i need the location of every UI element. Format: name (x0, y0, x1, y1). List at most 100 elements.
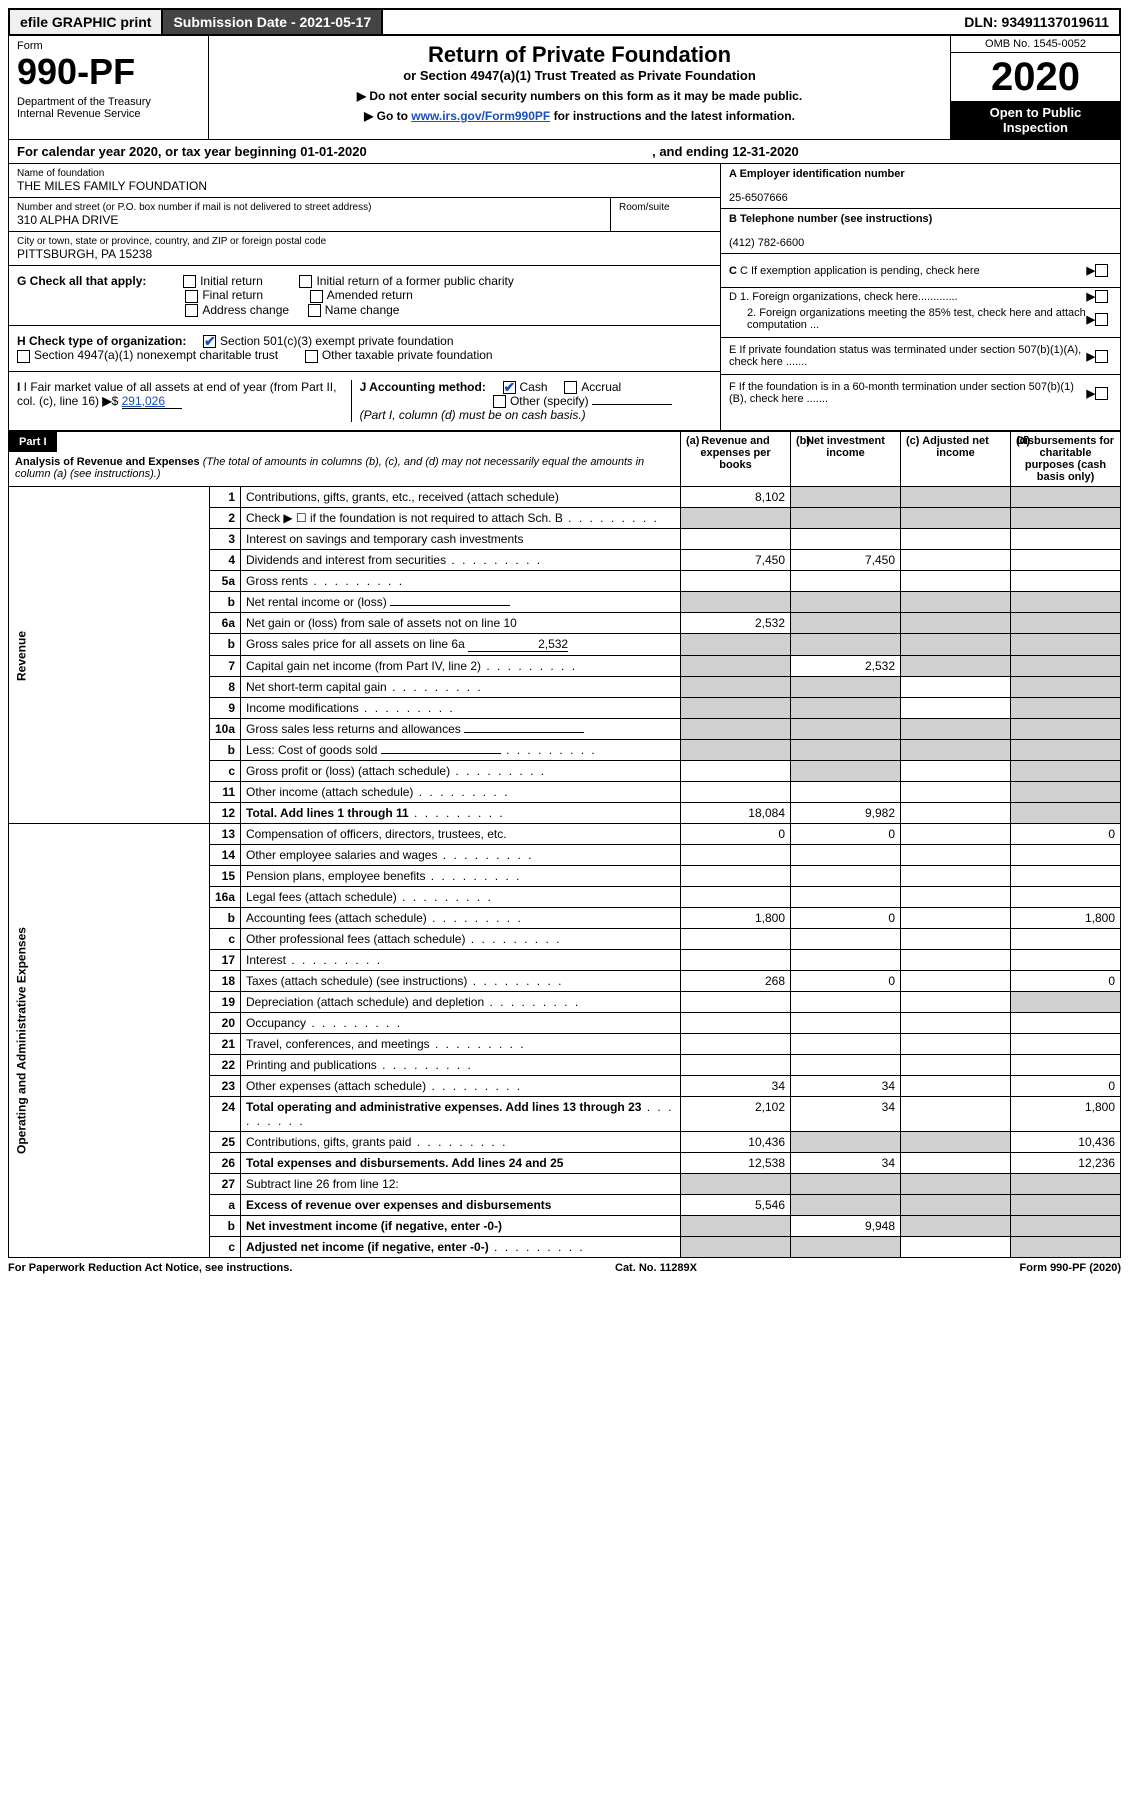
chk-foreign-org[interactable] (1095, 290, 1108, 303)
chk-foreign-85[interactable] (1095, 313, 1108, 326)
section-ij: I I Fair market value of all assets at e… (9, 372, 720, 431)
chk-final-return[interactable] (185, 290, 198, 303)
line-description: Other employee salaries and wages (241, 845, 681, 866)
amount-cell: 0 (1011, 971, 1121, 992)
amount-cell (901, 929, 1011, 950)
amount-cell (681, 677, 791, 698)
line-number: 14 (209, 845, 240, 866)
line-number: 2 (209, 508, 240, 529)
line-number: 20 (209, 1013, 240, 1034)
amount-cell (901, 782, 1011, 803)
section-f: F If the foundation is in a 60-month ter… (721, 375, 1120, 411)
line-description: Subtract line 26 from line 12: (241, 1174, 681, 1195)
amount-cell (901, 529, 1011, 550)
amount-cell (901, 887, 1011, 908)
amount-cell: 1,800 (681, 908, 791, 929)
amount-cell (791, 866, 901, 887)
chk-address-change[interactable] (185, 304, 198, 317)
chk-initial-return[interactable] (183, 275, 196, 288)
amount-cell (681, 508, 791, 529)
line-description: Income modifications (241, 698, 681, 719)
amount-cell (901, 1097, 1011, 1132)
chk-other-method[interactable] (493, 395, 506, 408)
line-description: Taxes (attach schedule) (see instruction… (241, 971, 681, 992)
line-number: 13 (209, 824, 240, 845)
ein-value: 25-6507666 (729, 192, 788, 204)
amount-cell (791, 1013, 901, 1034)
fmv-value[interactable]: 291,026 (122, 394, 182, 409)
amount-cell (901, 1216, 1011, 1237)
tax-year: 2020 (951, 53, 1120, 101)
amount-cell (901, 761, 1011, 782)
chk-other-taxable[interactable] (305, 350, 318, 363)
line-number: 10a (209, 719, 240, 740)
amount-cell (1011, 992, 1121, 1013)
amount-cell (1011, 1237, 1121, 1258)
amount-cell (1011, 845, 1121, 866)
irs-label: Internal Revenue Service (17, 108, 200, 120)
line-description: Gross profit or (loss) (attach schedule) (241, 761, 681, 782)
amount-cell (681, 592, 791, 613)
info-right: A Employer identification number 25-6507… (720, 164, 1120, 430)
chk-initial-former[interactable] (299, 275, 312, 288)
header-center: Return of Private Foundation or Section … (209, 36, 950, 139)
amount-cell (901, 592, 1011, 613)
room-suite-cell: Room/suite (610, 198, 720, 232)
chk-accrual[interactable] (564, 381, 577, 394)
city-state-zip: PITTSBURGH, PA 15238 (17, 247, 152, 261)
amount-cell (1011, 803, 1121, 824)
line-description: Pension plans, employee benefits (241, 866, 681, 887)
chk-4947[interactable] (17, 350, 30, 363)
amount-cell (791, 677, 901, 698)
line-description: Net rental income or (loss) (241, 592, 681, 613)
chk-amended-return[interactable] (310, 290, 323, 303)
amount-cell (901, 1034, 1011, 1055)
line-description: Total operating and administrative expen… (241, 1097, 681, 1132)
amount-cell (791, 845, 901, 866)
amount-cell: 34 (681, 1076, 791, 1097)
amount-cell: 5,546 (681, 1195, 791, 1216)
amount-cell: 268 (681, 971, 791, 992)
line-description: Gross sales less returns and allowances (241, 719, 681, 740)
amount-cell (901, 1132, 1011, 1153)
line-description: Total. Add lines 1 through 11 (241, 803, 681, 824)
line-description: Legal fees (attach schedule) (241, 887, 681, 908)
chk-501c3[interactable] (203, 335, 216, 348)
top-bar: efile GRAPHIC print Submission Date - 20… (8, 8, 1121, 36)
line-description: Net investment income (if negative, ente… (241, 1216, 681, 1237)
amount-cell (901, 866, 1011, 887)
omb-number: OMB No. 1545-0052 (951, 36, 1120, 53)
amount-cell: 0 (791, 971, 901, 992)
amount-cell (791, 929, 901, 950)
amount-cell (1011, 550, 1121, 571)
chk-status-terminated[interactable] (1095, 350, 1108, 363)
amount-cell: 18,084 (681, 803, 791, 824)
chk-name-change[interactable] (308, 304, 321, 317)
amount-cell (1011, 656, 1121, 677)
amount-cell (791, 992, 901, 1013)
footer-cat: Cat. No. 11289X (292, 1262, 1019, 1274)
efile-label[interactable]: efile GRAPHIC print (10, 10, 163, 34)
amount-cell (1011, 592, 1121, 613)
amount-cell (791, 782, 901, 803)
table-row: Operating and Administrative Expenses13C… (9, 824, 1121, 845)
amount-cell: 0 (791, 824, 901, 845)
amount-cell: 8,102 (681, 487, 791, 508)
chk-cash[interactable] (503, 381, 516, 394)
amount-cell: 0 (791, 908, 901, 929)
line-number: 1 (209, 487, 240, 508)
line-description: Other professional fees (attach schedule… (241, 929, 681, 950)
foundation-name-cell: Name of foundation THE MILES FAMILY FOUN… (9, 164, 720, 198)
line-number: 25 (209, 1132, 240, 1153)
amount-cell (901, 824, 1011, 845)
footer-right: Form 990-PF (2020) (1020, 1262, 1122, 1274)
form990pf-link[interactable]: www.irs.gov/Form990PF (411, 109, 550, 123)
amount-cell: 2,532 (791, 656, 901, 677)
chk-exemption-pending[interactable] (1095, 264, 1108, 277)
amount-cell: 12,236 (1011, 1153, 1121, 1174)
header-left: Form 990-PF Department of the Treasury I… (9, 36, 209, 139)
line-description: Printing and publications (241, 1055, 681, 1076)
chk-60-month[interactable] (1095, 387, 1108, 400)
amount-cell (1011, 508, 1121, 529)
line-number: c (209, 761, 240, 782)
